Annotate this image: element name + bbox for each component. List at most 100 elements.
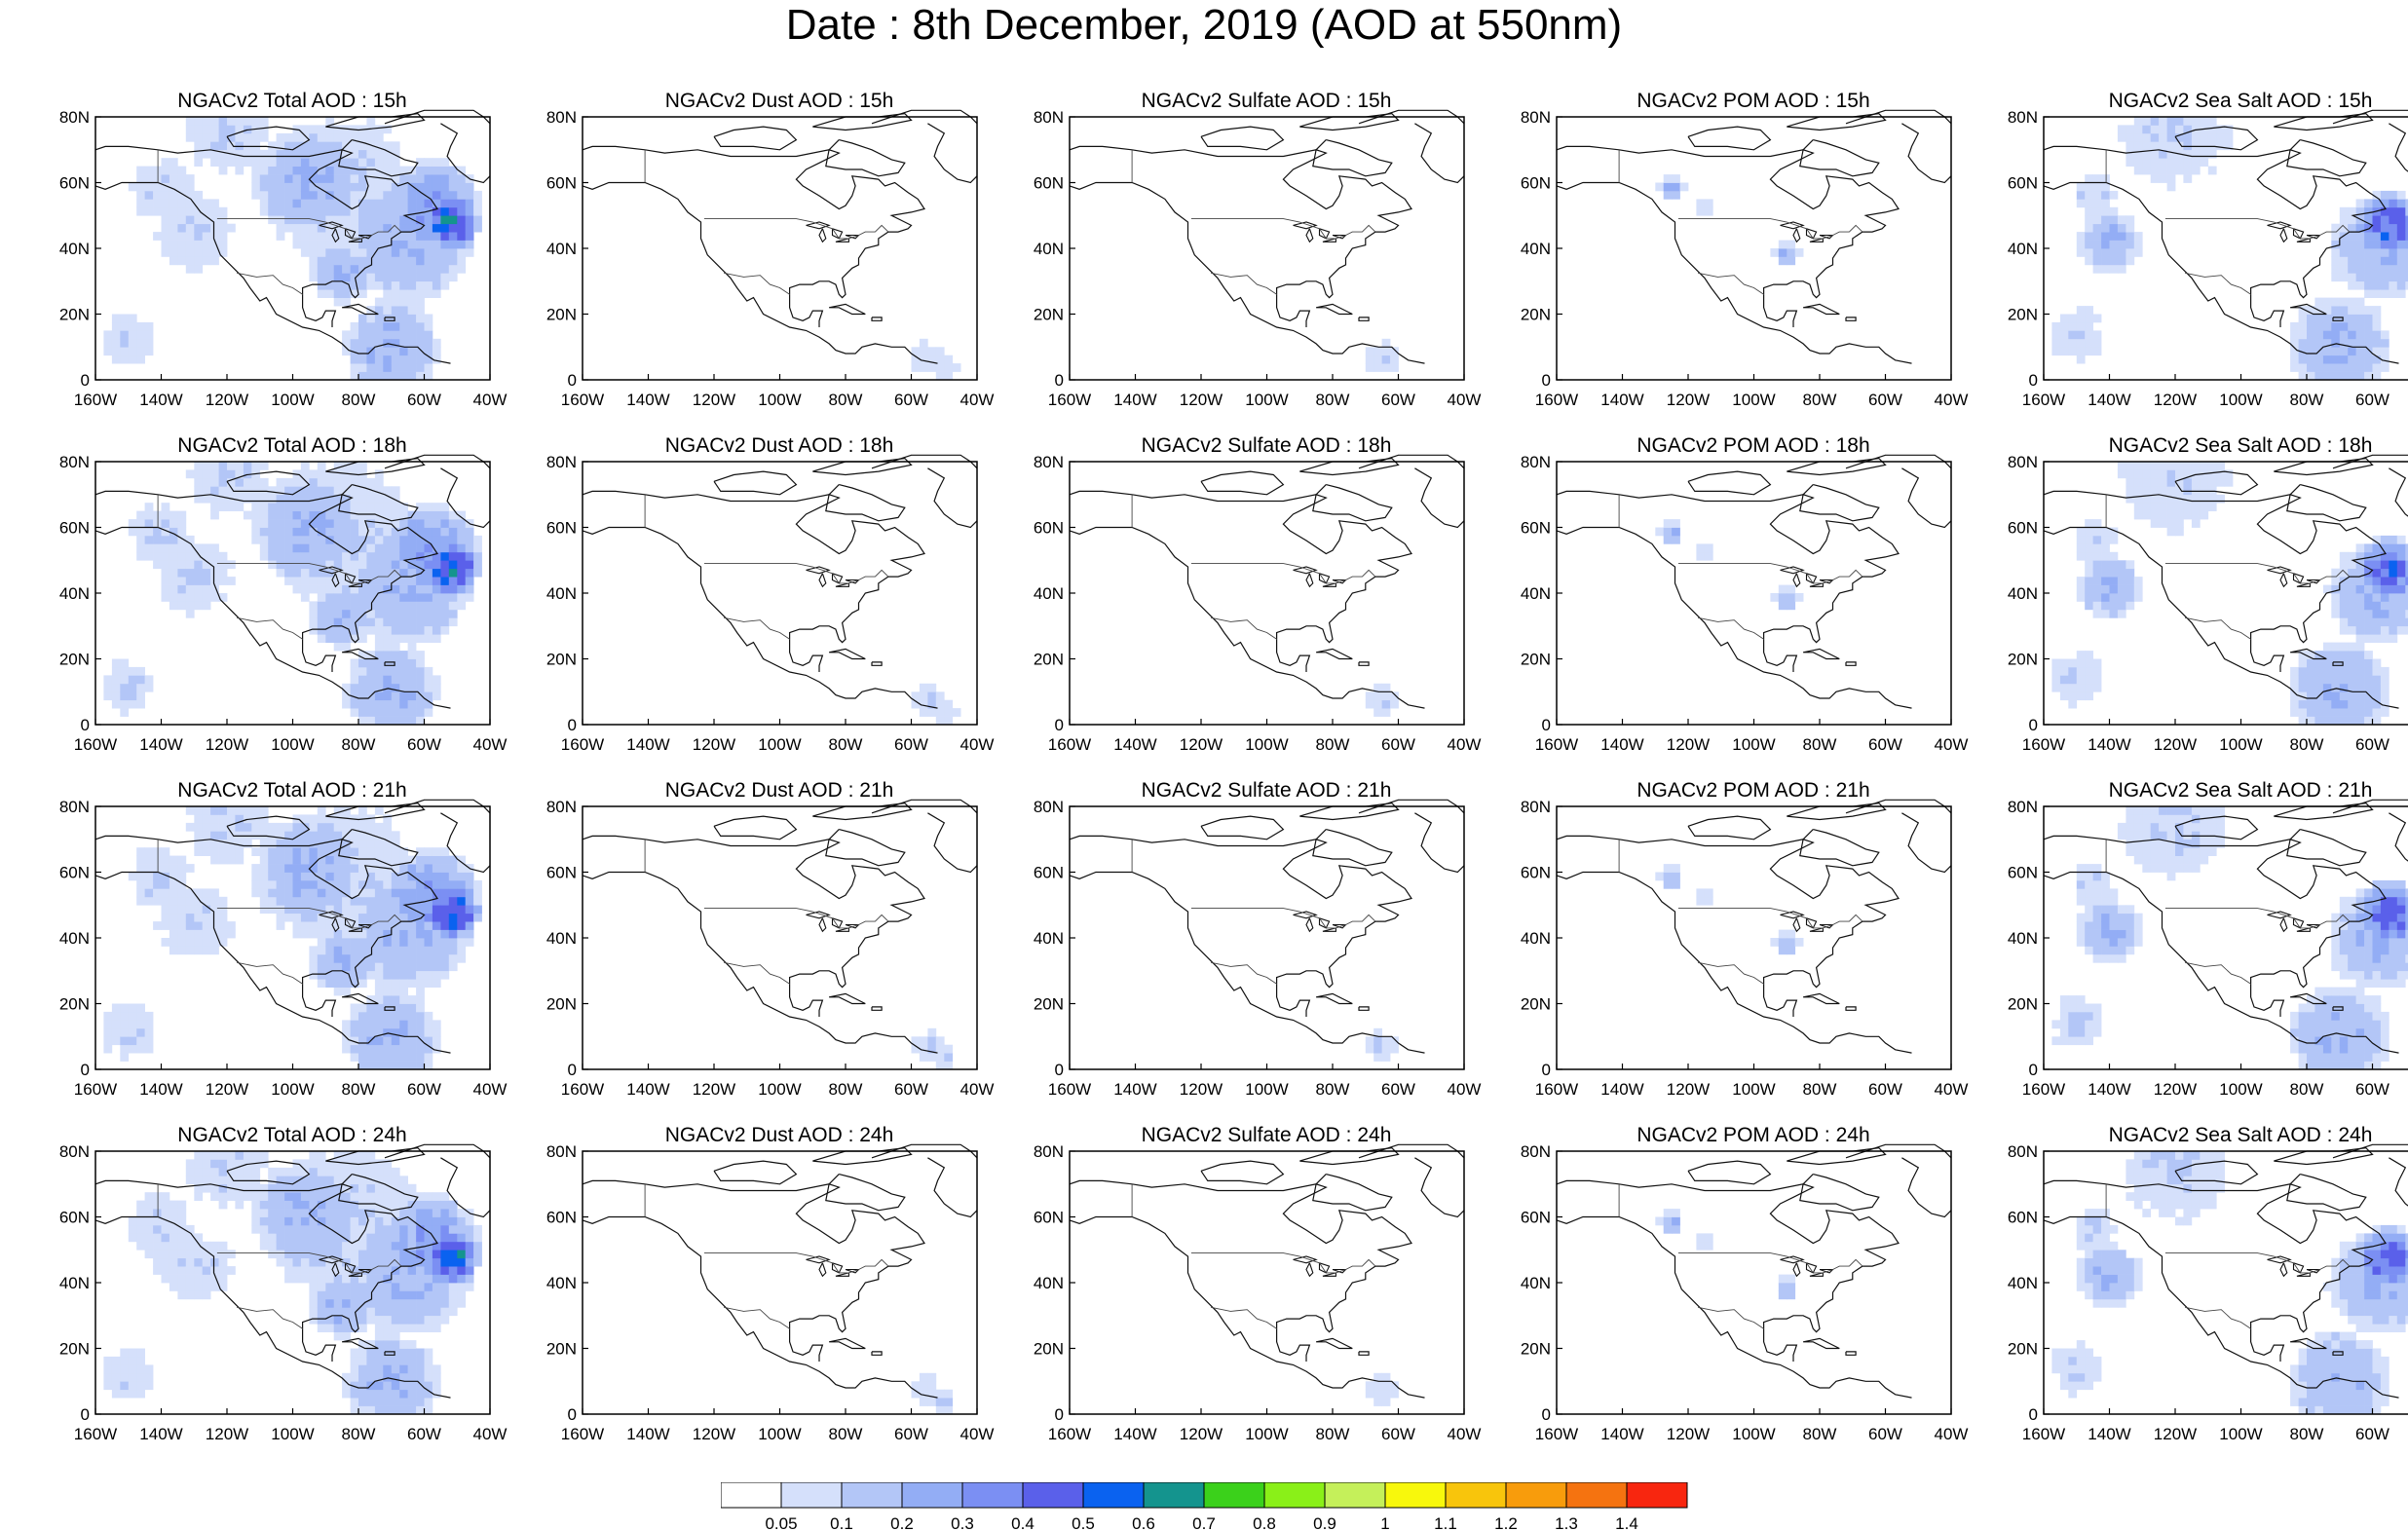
aod-cell [2331, 330, 2341, 340]
aod-cell [144, 1241, 154, 1251]
lake-outline [2267, 911, 2292, 919]
aod-cell [457, 560, 467, 570]
panel-title: NGACv2 POM AOD : 21h [1637, 779, 1870, 802]
aod-cell [416, 355, 425, 364]
aod-cell [259, 477, 269, 487]
aod-cell [2085, 314, 2093, 323]
aod-cell [2331, 584, 2341, 594]
aod-cell [2092, 347, 2102, 356]
aod-cell [309, 879, 319, 889]
aod-cell [185, 1257, 195, 1267]
aod-cell [399, 929, 408, 939]
aod-cell [383, 330, 393, 340]
coastline [1069, 145, 1412, 299]
aod-cell [2298, 314, 2308, 323]
aod-cell [317, 166, 326, 175]
aod-cell [2355, 609, 2365, 618]
aod-cell [2372, 240, 2382, 249]
coastline [582, 871, 938, 1054]
aod-cell [276, 1167, 285, 1176]
aod-cell [391, 831, 400, 840]
aod-cell [2191, 806, 2201, 815]
aod-cell [2348, 560, 2356, 570]
aod-cell [194, 560, 204, 570]
aod-cell [2372, 1044, 2382, 1054]
aod-cell [383, 839, 393, 848]
aod-cell [432, 551, 441, 561]
aod-cell [185, 1224, 195, 1234]
aod-cell [136, 321, 145, 331]
y-tick-label: 60N [1034, 864, 1064, 882]
aod-cell [399, 1241, 408, 1251]
aod-cell [243, 510, 252, 520]
aod-cell [144, 1224, 154, 1234]
aod-cell [128, 675, 137, 685]
aod-cell [2322, 658, 2332, 668]
aod-cell [2339, 913, 2349, 922]
aod-cell [374, 132, 384, 142]
aod-cell [218, 560, 228, 570]
aod-cell [2166, 814, 2176, 824]
aod-cell [2142, 831, 2152, 840]
aod-cell [169, 577, 178, 585]
aod-cell [2183, 494, 2193, 504]
aod-cell [292, 864, 302, 873]
aod-cell [251, 519, 261, 528]
aod-cell [177, 232, 187, 241]
aod-cell [2339, 1053, 2349, 1062]
aod-cell [2339, 1044, 2349, 1054]
aod-cell [2076, 879, 2086, 889]
aod-cell [440, 280, 450, 290]
aod-cell [136, 1372, 145, 1382]
aod-cell [358, 347, 367, 356]
aod-cell [194, 1192, 204, 1201]
aod-cell [2396, 946, 2406, 955]
aod-cell [284, 568, 293, 578]
aod-cell [2372, 683, 2382, 692]
aod-cell [440, 905, 450, 915]
aod-cell [350, 879, 359, 889]
aod-cell [2348, 223, 2356, 233]
aod-cell [251, 1192, 261, 1201]
aod-cell [424, 215, 433, 225]
aod-cell [391, 929, 400, 939]
aod-cell [2331, 666, 2341, 676]
aod-cell [309, 158, 319, 167]
aod-cell [440, 551, 450, 561]
aod-cell [2389, 206, 2398, 216]
x-tick-label: 120W [2154, 735, 2197, 754]
x-tick-label: 40W [1448, 391, 1482, 409]
aod-cell [391, 223, 400, 233]
aod-cell [2059, 1020, 2069, 1029]
aod-cell [407, 199, 417, 208]
aod-cell [333, 593, 343, 602]
aod-cell [342, 609, 351, 618]
aod-cell [2405, 240, 2408, 249]
aod-cell [210, 855, 219, 865]
coastline [1414, 123, 1465, 184]
aod-cell [2298, 683, 2308, 692]
aod-cell [374, 355, 384, 364]
aod-cell [2207, 469, 2217, 479]
coastline [440, 812, 491, 874]
aod-cell [259, 494, 269, 504]
aod-cell [2166, 158, 2176, 167]
aod-cell [2092, 675, 2102, 685]
aod-cell [210, 1266, 219, 1275]
aod-cell [358, 617, 367, 627]
aod-cell [1663, 879, 1673, 889]
aod-cell [2126, 946, 2135, 955]
aod-cell [1778, 929, 1787, 939]
aod-cell [383, 1027, 393, 1037]
aod-cell [2372, 273, 2382, 282]
coastline [2250, 984, 2285, 1017]
aod-cell [424, 1250, 433, 1259]
aod-cell [103, 1011, 113, 1021]
aod-cell [383, 1266, 393, 1275]
aod-cell [2364, 256, 2373, 266]
aod-cell [424, 879, 433, 889]
aod-cell [309, 855, 319, 865]
aod-cell [2389, 232, 2398, 241]
aod-cell [259, 182, 269, 192]
aod-cell [300, 855, 310, 865]
